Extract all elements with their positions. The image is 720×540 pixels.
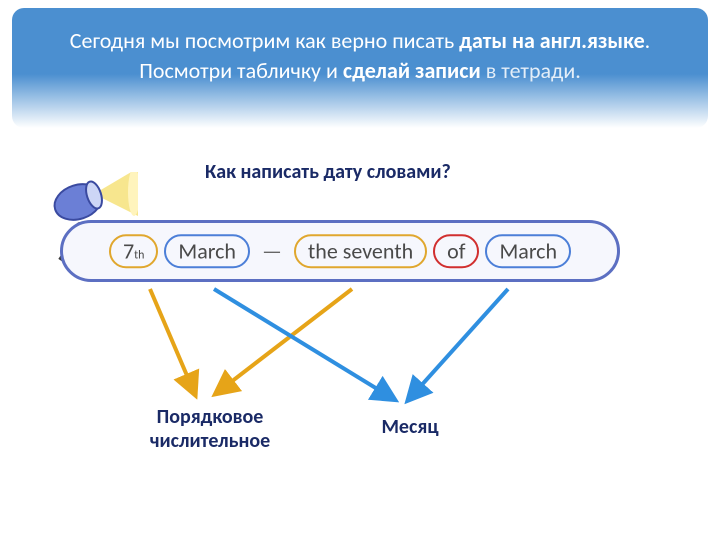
- pill-month-2: March: [485, 234, 571, 268]
- label-month: Месяц: [350, 415, 470, 439]
- header-band: Сегодня мы посмотрим как верно писать да…: [12, 8, 708, 128]
- ordinal-number: 7: [123, 237, 134, 265]
- arrow: [214, 289, 392, 398]
- pill-ordinal-short: 7th: [109, 234, 158, 268]
- pill-ordinal-spelled: the seventh: [294, 234, 427, 268]
- label-ordinal: Порядковое числительное: [120, 405, 300, 453]
- dash: —: [256, 238, 288, 265]
- subtitle: Как написать дату словами?: [205, 160, 451, 184]
- pill-of: of: [433, 234, 479, 268]
- arrow: [410, 289, 508, 398]
- header-prefix: Сегодня мы посмотрим как верно писать: [70, 27, 459, 54]
- arrow: [218, 289, 352, 392]
- header-bold-2: сделай записи: [343, 57, 481, 84]
- example-capsule: 7th March — the seventh of March: [60, 220, 620, 282]
- header-suffix: в тетради.: [481, 57, 581, 84]
- label-ordinal-line1: Порядковое: [157, 405, 264, 429]
- label-ordinal-line2: числительное: [150, 429, 270, 453]
- pill-month-1: March: [164, 234, 250, 268]
- header-text: Сегодня мы посмотрим как верно писать да…: [52, 26, 668, 85]
- example-content: 7th March — the seventh of March: [63, 234, 617, 268]
- header-bold-1: даты на англ.языке: [459, 27, 645, 54]
- arrow: [150, 289, 194, 392]
- ordinal-suffix: th: [134, 248, 144, 263]
